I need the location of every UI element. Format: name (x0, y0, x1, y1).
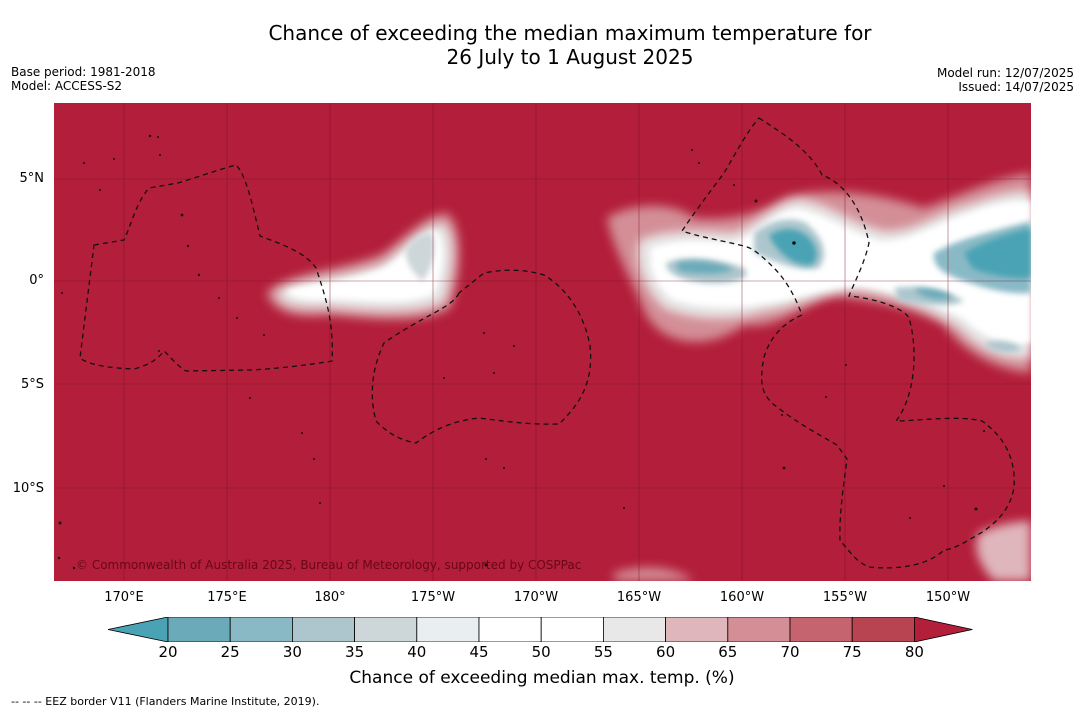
colorbar-extend-low (108, 617, 169, 642)
colorbar-tick-80: 80 (904, 643, 924, 661)
lon-label-160w: 160°W (719, 590, 765, 605)
colorbar-tick-25: 25 (220, 643, 240, 661)
map-title: Chance of exceeding the median maximum t… (0, 21, 1085, 69)
colorbar-label: Chance of exceeding median max. temp. (%… (349, 668, 735, 688)
probability-contours (266, 173, 1031, 581)
eez-legend-note: -- -- -- EEZ border V11 (Flanders Marine… (11, 695, 320, 708)
base-period: Base period: 1981-2018 (11, 65, 156, 79)
colorbar-extend-high (914, 617, 973, 642)
model-name: Model: ACCESS-S2 (11, 79, 123, 93)
lon-label-155w: 155°W (822, 590, 868, 605)
map-background (54, 103, 1031, 581)
lat-label-5s: 5°S (20, 377, 44, 392)
map-panel: © Commonwealth of Australia 2025, Bureau… (54, 103, 1031, 581)
copyright-notice: © Commonwealth of Australia 2025, Bureau… (76, 558, 582, 572)
colorbar-tick-65: 65 (718, 643, 738, 661)
colorbar-tick-40: 40 (407, 643, 427, 661)
lat-label-0: 0° (29, 273, 44, 288)
title-line-2: 26 July to 1 August 2025 (446, 45, 694, 69)
colorbar-tick-30: 30 (282, 643, 302, 661)
colorbar-tick-20: 20 (158, 643, 178, 661)
colorbar-tick-55: 55 (593, 643, 613, 661)
lat-label-5n: 5°N (19, 171, 45, 186)
colorbar-segment-c30_35 (291, 617, 355, 642)
model-run: Model run: 12/07/2025 (936, 66, 1074, 80)
lat-label-10s: 10°S (12, 481, 44, 496)
colorbar-segment-c35_40 (354, 617, 418, 642)
colorbar-segment-c25_30 (229, 617, 293, 642)
colorbar-segments (108, 617, 973, 642)
colorbar-segment-c40_45 (416, 617, 480, 642)
lon-label-170w: 170°W (513, 590, 559, 605)
colorbar-tick-50: 50 (531, 643, 551, 661)
colorbar-tick-70: 70 (780, 643, 800, 661)
lon-label-165w: 165°W (616, 590, 662, 605)
issued-date: Issued: 14/07/2025 (958, 80, 1074, 94)
colorbar-segment-c70_75 (789, 617, 853, 642)
lon-label-175e: 175°E (207, 590, 247, 605)
colorbar-tick-60: 60 (656, 643, 676, 661)
graticule (54, 103, 1031, 581)
colorbar-segment-c65_70 (727, 617, 791, 642)
colorbar-tick-45: 45 (469, 643, 489, 661)
colorbar (108, 617, 973, 642)
colorbar-segment-c60_65 (665, 617, 729, 642)
lon-label-180: 180° (314, 590, 346, 605)
eez-borders (79, 117, 1015, 569)
map-svg (54, 103, 1031, 581)
lon-label-175w: 175°W (410, 590, 456, 605)
colorbar-segment-c75_80 (851, 617, 915, 642)
title-line-1: Chance of exceeding the median maximum t… (268, 21, 872, 45)
colorbar-tick-75: 75 (842, 643, 862, 661)
colorbar-tick-35: 35 (345, 643, 365, 661)
colorbar-segment-c50_55 (540, 617, 604, 642)
meta-left: Base period: 1981-2018 Model: ACCESS-S2 (11, 65, 156, 93)
colorbar-segment-c20_25 (167, 617, 231, 642)
lon-label-150w: 150°W (925, 590, 971, 605)
meta-right: Model run: 12/07/2025 Issued: 14/07/2025 (937, 66, 1074, 94)
colorbar-segment-c45_50 (478, 617, 542, 642)
islands (57, 134, 985, 570)
lon-label-170e: 170°E (104, 590, 144, 605)
colorbar-segment-c55_60 (602, 617, 666, 642)
